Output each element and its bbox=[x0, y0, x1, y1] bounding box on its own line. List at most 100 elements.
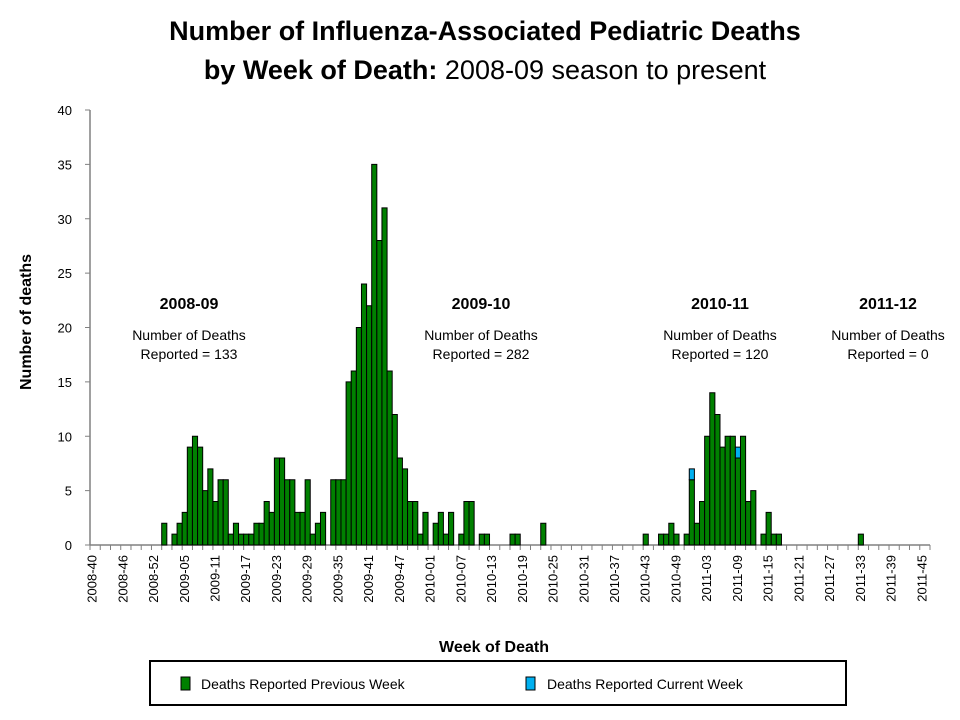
x-axis-label: Week of Death bbox=[439, 639, 549, 656]
bar-previous-week bbox=[330, 479, 337, 546]
bar-previous-week bbox=[186, 446, 193, 546]
x-tick-label: 2010-37 bbox=[607, 555, 622, 603]
legend-box bbox=[149, 660, 847, 706]
bar-previous-week bbox=[386, 370, 393, 546]
x-tick-label: 2009-11 bbox=[207, 555, 222, 602]
bar-previous-week bbox=[719, 446, 726, 546]
y-axis-label: Number of deaths bbox=[18, 254, 35, 390]
bar-previous-week bbox=[699, 501, 706, 546]
bar-previous-week bbox=[294, 511, 301, 546]
x-tick-label: 2010-31 bbox=[576, 555, 591, 603]
y-tick-label: 15 bbox=[58, 375, 72, 390]
x-tick-label: 2009-05 bbox=[177, 555, 192, 603]
bar-previous-week bbox=[263, 501, 270, 546]
bar-previous-week bbox=[458, 533, 465, 546]
bar-previous-week bbox=[704, 435, 711, 546]
bar-previous-week bbox=[396, 457, 403, 546]
bar-previous-week bbox=[437, 511, 444, 546]
bar-previous-week bbox=[191, 435, 199, 546]
y-tick-label: 20 bbox=[58, 321, 72, 336]
x-tick-label: 2008-46 bbox=[115, 555, 130, 603]
season-annotations: 2008-09 Number of Deaths Reported = 133 200… bbox=[132, 296, 945, 362]
bar-previous-week bbox=[658, 533, 665, 546]
chart-title-line2-regular: 2008-09 season to present bbox=[437, 55, 766, 85]
chart-title-line1: Number of Influenza-Associated Pediatric… bbox=[169, 16, 801, 46]
y-tick-label: 5 bbox=[65, 484, 72, 499]
bar-previous-week bbox=[668, 522, 675, 546]
bar-previous-week bbox=[745, 501, 752, 546]
bar-previous-week bbox=[381, 207, 388, 546]
y-tick-label: 0 bbox=[65, 538, 72, 553]
y-tick-label: 25 bbox=[58, 266, 72, 281]
bar-previous-week bbox=[432, 522, 439, 546]
bar-previous-week bbox=[468, 501, 475, 546]
season-count-line2: Reported = 0 bbox=[847, 346, 929, 362]
x-tick-label: 2011-15 bbox=[761, 555, 776, 602]
season-count-line1: Number of Deaths bbox=[663, 327, 777, 343]
bar-previous-week bbox=[642, 533, 649, 546]
bar-previous-week bbox=[161, 522, 168, 546]
bar-previous-week bbox=[509, 533, 516, 546]
bar-current-week bbox=[734, 446, 741, 459]
bar-previous-week bbox=[238, 533, 245, 546]
bar-previous-week bbox=[412, 501, 419, 546]
bar-previous-week bbox=[217, 479, 224, 546]
x-tick-label: 2011-03 bbox=[699, 555, 714, 602]
bar-previous-week bbox=[340, 479, 347, 546]
bar-previous-week bbox=[335, 479, 342, 546]
x-tick-label: 2011-33 bbox=[853, 555, 868, 602]
x-tick-label: 2011-09 bbox=[730, 555, 745, 602]
x-tick-label: 2009-29 bbox=[300, 555, 315, 603]
season-label: 2010-11 bbox=[691, 296, 749, 313]
season-count-line1: Number of Deaths bbox=[424, 327, 538, 343]
bar-previous-week bbox=[483, 533, 491, 546]
bar-previous-week bbox=[243, 533, 250, 546]
x-tick-label: 2011-21 bbox=[791, 555, 806, 602]
season-count-line2: Reported = 282 bbox=[433, 346, 530, 362]
season-count-line2: Reported = 120 bbox=[672, 346, 769, 362]
bar-previous-week bbox=[345, 381, 352, 546]
y-tick-label: 30 bbox=[58, 212, 72, 227]
season-count-line1: Number of Deaths bbox=[831, 327, 945, 343]
bar-previous-week bbox=[663, 533, 670, 546]
bar-previous-week bbox=[673, 533, 680, 546]
legend: Deaths Reported Previous Week Deaths Rep… bbox=[149, 660, 847, 706]
bar-previous-week bbox=[232, 522, 240, 546]
x-tick-label: 2010-01 bbox=[423, 555, 438, 603]
x-tick-label: 2010-07 bbox=[453, 555, 468, 603]
bar-previous-week bbox=[739, 435, 747, 546]
bar-previous-week bbox=[688, 479, 695, 546]
x-tick-label: 2009-41 bbox=[361, 555, 376, 603]
x-tick-label: 2008-40 bbox=[85, 555, 100, 603]
bar-previous-week bbox=[463, 501, 470, 546]
bar-previous-week bbox=[724, 435, 731, 546]
x-tick-label: 2011-45 bbox=[914, 555, 929, 602]
x-tick-label: 2011-39 bbox=[884, 555, 899, 602]
x-tick-label: 2010-13 bbox=[484, 555, 499, 603]
bar-previous-week bbox=[253, 522, 260, 546]
bar-previous-week bbox=[775, 533, 782, 546]
season-label: 2011-12 bbox=[859, 296, 917, 313]
bar-previous-week bbox=[417, 533, 424, 546]
bar-previous-week bbox=[714, 414, 721, 546]
bar-previous-week bbox=[683, 533, 690, 546]
axes: 0 5 10 15 20 25 30 35 40 2008-40 2008-46 2008-52 200… bbox=[58, 103, 931, 603]
x-tick-label: 2008-52 bbox=[146, 555, 161, 603]
bar-previous-week bbox=[478, 533, 485, 546]
season-count-line1: Number of Deaths bbox=[132, 327, 246, 343]
bar-previous-week bbox=[391, 414, 398, 546]
bar-previous-week bbox=[693, 522, 701, 546]
bar-previous-week bbox=[770, 533, 777, 546]
legend-label-previous: Deaths Reported Previous Week bbox=[201, 676, 406, 692]
bar-previous-week bbox=[376, 240, 383, 546]
bar-previous-week bbox=[540, 522, 547, 546]
bar-previous-week bbox=[366, 305, 373, 546]
bar-previous-week bbox=[729, 435, 736, 546]
bar-previous-week bbox=[407, 501, 414, 546]
bar-previous-week bbox=[857, 533, 864, 546]
bar-previous-week bbox=[514, 533, 521, 546]
bar-current-week bbox=[688, 468, 695, 481]
bar-previous-week bbox=[765, 511, 772, 546]
x-tick-label: 2011-27 bbox=[822, 555, 837, 602]
